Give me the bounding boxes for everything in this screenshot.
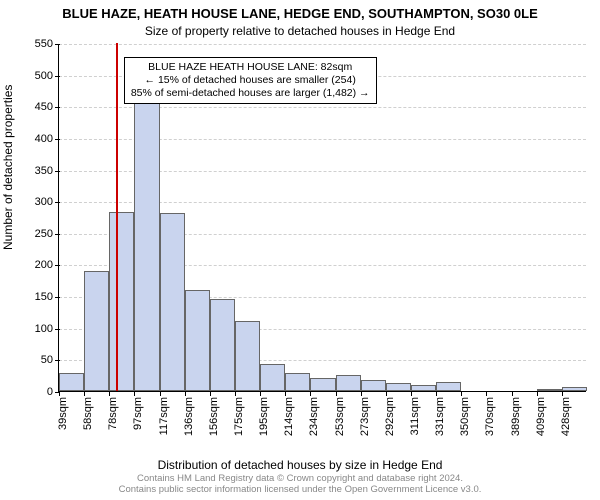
histogram-bar	[235, 321, 260, 391]
chart-subtitle: Size of property relative to detached ho…	[0, 24, 600, 38]
x-tick-mark	[109, 391, 110, 396]
footer-text: Contains HM Land Registry data © Crown c…	[0, 474, 600, 496]
y-tick-label: 500	[35, 70, 59, 82]
x-tick-label: 253sqm	[334, 397, 346, 436]
y-tick-label: 300	[35, 196, 59, 208]
x-tick-label: 136sqm	[183, 397, 195, 436]
x-tick-mark	[260, 391, 261, 396]
histogram-bar	[537, 389, 562, 391]
histogram-bar	[134, 103, 159, 391]
property-marker-line	[116, 43, 118, 391]
x-tick-mark	[210, 391, 211, 396]
x-tick-mark	[436, 391, 437, 396]
x-tick-label: 175sqm	[233, 397, 245, 436]
y-tick-label: 250	[35, 228, 59, 240]
x-tick-label: 39sqm	[57, 397, 69, 430]
histogram-bar	[260, 364, 285, 391]
x-tick-mark	[185, 391, 186, 396]
histogram-bar	[386, 383, 411, 391]
x-tick-label: 156sqm	[208, 397, 220, 436]
x-tick-label: 117sqm	[158, 397, 170, 435]
y-tick-label: 400	[35, 133, 59, 145]
x-tick-label: 292sqm	[384, 397, 396, 436]
x-tick-mark	[134, 391, 135, 396]
x-tick-label: 78sqm	[107, 397, 119, 430]
y-tick-label: 100	[35, 323, 59, 335]
x-tick-mark	[235, 391, 236, 396]
gridline	[59, 44, 586, 45]
x-tick-label: 350sqm	[459, 397, 471, 436]
x-tick-mark	[310, 391, 311, 396]
x-tick-label: 97sqm	[132, 397, 144, 430]
histogram-bar	[109, 212, 134, 391]
histogram-bar	[411, 385, 436, 391]
plot-area: 05010015020025030035040045050055039sqm58…	[58, 44, 586, 392]
x-tick-label: 409sqm	[535, 397, 547, 436]
x-tick-label: 389sqm	[510, 397, 522, 436]
histogram-bar	[436, 382, 461, 391]
x-tick-label: 331sqm	[434, 397, 446, 436]
histogram-bar	[210, 299, 235, 391]
histogram-bar	[562, 387, 587, 391]
x-axis-label: Distribution of detached houses by size …	[0, 458, 600, 472]
y-tick-label: 50	[41, 354, 59, 366]
x-tick-mark	[160, 391, 161, 396]
footer-line2: Contains public sector information licen…	[119, 484, 482, 495]
y-axis-label: Number of detached properties	[1, 85, 15, 250]
y-tick-label: 200	[35, 259, 59, 271]
x-tick-label: 195sqm	[258, 397, 270, 436]
y-tick-label: 350	[35, 165, 59, 177]
x-tick-mark	[562, 391, 563, 396]
annotation-line1: BLUE HAZE HEATH HOUSE LANE: 82sqm	[131, 61, 370, 74]
histogram-bar	[336, 375, 361, 391]
x-tick-label: 234sqm	[308, 397, 320, 436]
x-tick-label: 370sqm	[484, 397, 496, 436]
x-tick-mark	[411, 391, 412, 396]
x-tick-label: 58sqm	[82, 397, 94, 430]
histogram-bar	[185, 290, 210, 391]
annotation-box: BLUE HAZE HEATH HOUSE LANE: 82sqm← 15% o…	[124, 57, 377, 104]
x-tick-mark	[84, 391, 85, 396]
chart-wrapper: BLUE HAZE, HEATH HOUSE LANE, HEDGE END, …	[0, 0, 600, 500]
y-tick-label: 450	[35, 101, 59, 113]
annotation-line2: ← 15% of detached houses are smaller (25…	[131, 74, 370, 87]
y-tick-label: 150	[35, 291, 59, 303]
annotation-line3: 85% of semi-detached houses are larger (…	[131, 87, 370, 100]
x-tick-mark	[461, 391, 462, 396]
histogram-bar	[160, 213, 185, 391]
footer-line1: Contains HM Land Registry data © Crown c…	[137, 473, 463, 484]
x-tick-mark	[59, 391, 60, 396]
x-tick-mark	[512, 391, 513, 396]
histogram-bar	[84, 271, 109, 391]
x-tick-mark	[486, 391, 487, 396]
x-tick-mark	[386, 391, 387, 396]
histogram-bar	[361, 380, 386, 391]
x-tick-mark	[537, 391, 538, 396]
x-tick-label: 214sqm	[283, 397, 295, 436]
histogram-bar	[285, 373, 310, 391]
x-tick-mark	[285, 391, 286, 396]
histogram-bar	[59, 373, 84, 391]
chart-title: BLUE HAZE, HEATH HOUSE LANE, HEDGE END, …	[0, 6, 600, 21]
histogram-bar	[310, 378, 335, 391]
x-tick-mark	[336, 391, 337, 396]
x-tick-label: 273sqm	[359, 397, 371, 436]
x-tick-label: 311sqm	[409, 397, 421, 435]
y-tick-label: 550	[35, 38, 59, 50]
x-tick-label: 428sqm	[560, 397, 572, 436]
x-tick-mark	[361, 391, 362, 396]
